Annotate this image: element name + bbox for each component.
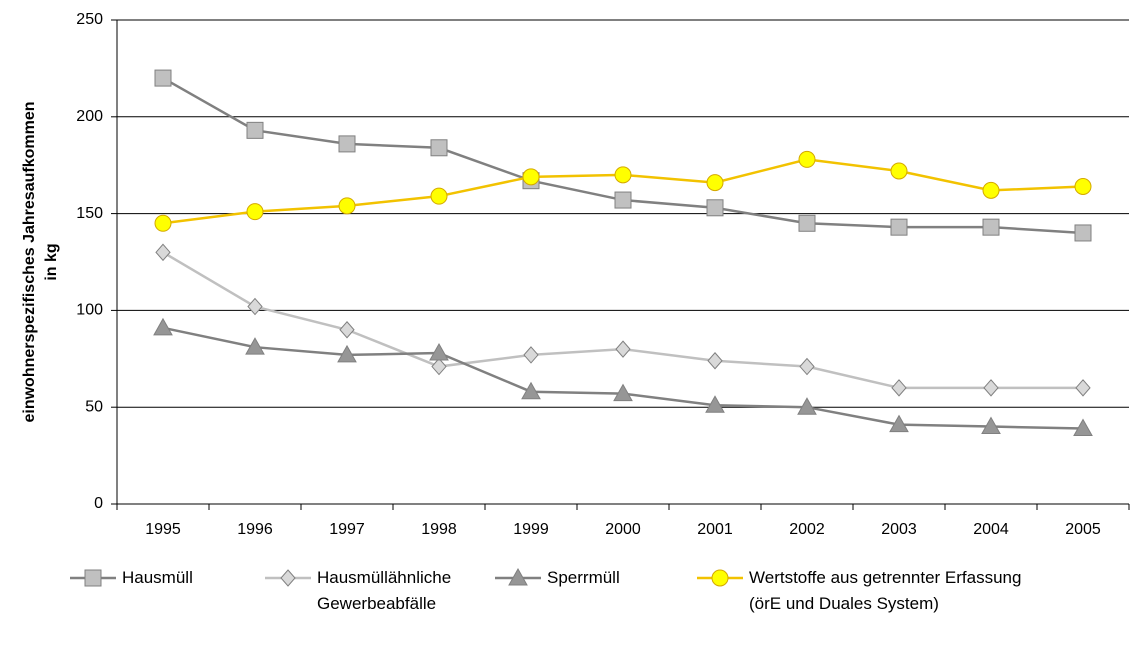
- x-tick-label: 2001: [697, 521, 733, 538]
- marker: [84, 569, 102, 587]
- x-tick-label: 1999: [513, 521, 549, 538]
- marker: [337, 344, 357, 363]
- y-tick-label: 150: [76, 205, 103, 222]
- x-tick-label: 2005: [1065, 521, 1101, 538]
- marker: [798, 214, 816, 232]
- marker: [1075, 379, 1091, 397]
- marker: [982, 218, 1000, 236]
- marker: [430, 187, 448, 205]
- marker: [615, 340, 631, 358]
- legend-label: Sperrmüll: [547, 568, 620, 587]
- marker: [799, 357, 815, 376]
- x-tick-label: 1996: [237, 521, 273, 538]
- marker: [508, 568, 528, 586]
- y-tick-label: 50: [85, 398, 103, 415]
- marker: [153, 317, 173, 336]
- marker: [1074, 224, 1092, 242]
- y-tick-label: 100: [76, 302, 103, 319]
- marker: [798, 150, 816, 168]
- legend-label: Hausmüllähnliche Gewerbeabfälle: [317, 568, 452, 613]
- marker: [338, 197, 356, 215]
- marker: [338, 135, 356, 153]
- marker: [614, 191, 632, 209]
- x-tick-label: 2002: [789, 521, 825, 538]
- y-axis-label: einwohnerspezifisches Jahresaufkommen: [21, 102, 38, 423]
- x-tick-label: 2004: [973, 521, 1009, 538]
- marker: [280, 569, 296, 587]
- x-tick-label: 1998: [421, 521, 457, 538]
- x-tick-label: 2000: [605, 521, 641, 538]
- legend-key: [70, 569, 116, 587]
- y-tick-label: 200: [76, 108, 103, 125]
- marker: [246, 121, 264, 139]
- marker: [521, 381, 541, 400]
- y-axis-label: in kg: [43, 243, 60, 280]
- legend-key: [697, 569, 743, 587]
- legend-label: Hausmüll: [122, 568, 193, 587]
- legend-key: [495, 568, 541, 586]
- marker: [1073, 418, 1093, 436]
- x-tick-label: 1995: [145, 521, 181, 538]
- marker: [711, 569, 729, 587]
- marker: [155, 243, 171, 262]
- marker: [523, 346, 539, 364]
- marker: [430, 139, 448, 157]
- marker: [613, 383, 633, 402]
- marker: [431, 357, 447, 376]
- marker: [890, 162, 908, 180]
- marker: [983, 379, 999, 397]
- marker: [891, 379, 907, 397]
- marker: [614, 166, 632, 184]
- marker: [890, 218, 908, 236]
- marker: [339, 321, 355, 339]
- marker: [707, 351, 723, 370]
- marker: [706, 174, 724, 192]
- marker: [154, 214, 172, 232]
- y-tick-label: 250: [76, 11, 103, 28]
- marker: [982, 181, 1000, 199]
- marker: [154, 69, 172, 87]
- marker: [797, 397, 817, 415]
- legend-key: [265, 569, 311, 587]
- y-tick-label: 0: [94, 495, 103, 512]
- marker: [981, 416, 1001, 435]
- legend-label: Wertstoffe aus getrennter Erfassung (örE…: [749, 568, 1022, 613]
- marker: [246, 203, 264, 221]
- marker: [889, 414, 909, 433]
- marker: [245, 337, 265, 355]
- x-tick-label: 1997: [329, 521, 365, 538]
- marker: [1074, 177, 1092, 195]
- marker: [705, 395, 725, 413]
- marker: [247, 297, 263, 316]
- marker: [522, 168, 540, 186]
- marker: [429, 342, 449, 361]
- line: [162, 251, 1083, 390]
- x-tick-label: 2003: [881, 521, 917, 538]
- marker: [706, 199, 724, 217]
